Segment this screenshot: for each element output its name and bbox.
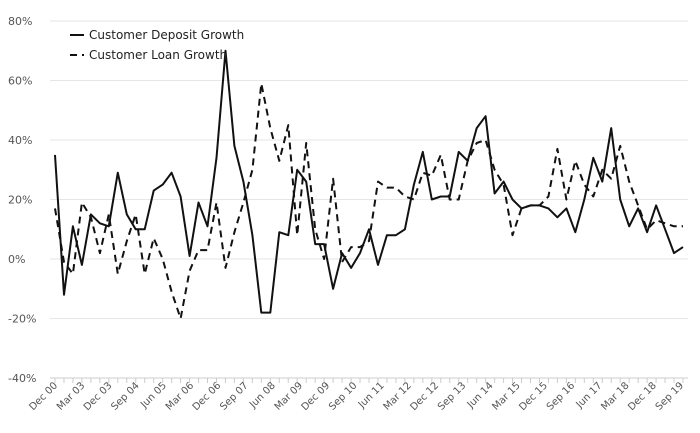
x-tick-label: Sep 16 — [545, 380, 577, 412]
series-line-deposit-growth — [54, 49, 684, 314]
legend-label: Customer Loan Growth — [89, 48, 227, 62]
y-tick-label: 20% — [8, 194, 32, 207]
series-group — [54, 49, 684, 320]
y-tick-label: 0% — [8, 253, 25, 266]
x-tick-label: Sep 07 — [218, 380, 250, 412]
x-tick-label: Sep 19 — [654, 380, 686, 412]
x-tick-label: Mar 09 — [273, 380, 305, 412]
legend: Customer Deposit Growth Customer Loan Gro… — [70, 28, 244, 62]
x-tick-label: Mar 15 — [490, 380, 522, 412]
x-tick-label: Sep 13 — [436, 380, 468, 412]
legend-label: Customer Deposit Growth — [89, 28, 244, 42]
x-tick-label: Dec 00 — [27, 380, 60, 413]
x-tick-label: Sep 04 — [109, 380, 141, 412]
x-tick-label: Dec 15 — [517, 380, 550, 413]
y-tick-label: 80% — [8, 15, 32, 28]
y-axis-ticks: -40% -20% 0% 20% 40% 60% 80% — [8, 15, 36, 385]
x-tick-label: Dec 18 — [626, 380, 659, 413]
x-tick-label: Dec 12 — [408, 380, 441, 413]
x-tick-label: Dec 09 — [300, 380, 333, 413]
x-tick-label: Mar 03 — [55, 380, 87, 412]
x-tick-label: Mar 18 — [599, 380, 631, 412]
series-line-loan-growth — [54, 82, 683, 320]
grid — [50, 20, 688, 379]
x-tick-label: Dec 06 — [191, 380, 224, 413]
y-tick-label: -20% — [8, 313, 36, 326]
x-tick-label: Dec 03 — [82, 380, 115, 413]
x-tick-label: Mar 12 — [382, 380, 414, 412]
x-tick-label: Sep 10 — [327, 380, 359, 412]
y-tick-label: 60% — [8, 75, 32, 88]
y-tick-label: 40% — [8, 134, 32, 147]
y-tick-label: -40% — [8, 372, 36, 385]
x-tick-label: Mar 06 — [164, 380, 196, 412]
